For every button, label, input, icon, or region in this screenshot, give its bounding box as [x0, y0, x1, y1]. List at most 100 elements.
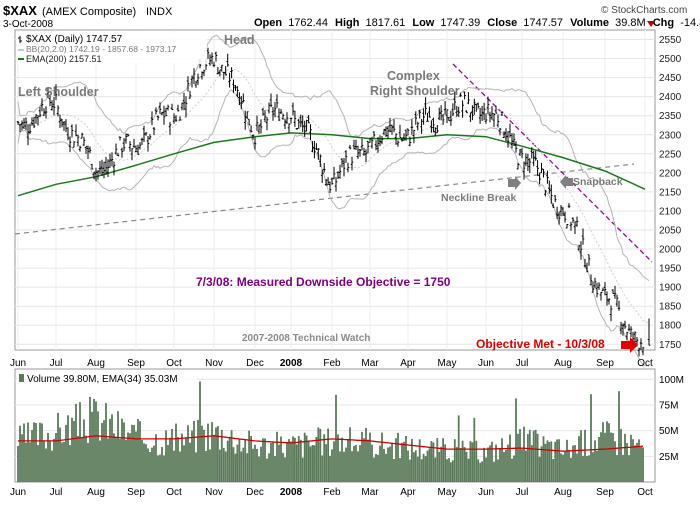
price-bar [128, 141, 132, 152]
volume-bar [183, 445, 185, 482]
volume-bar [576, 453, 578, 482]
price-bar [295, 128, 299, 130]
price-bar [526, 153, 530, 171]
volume-bar [165, 430, 167, 482]
price-bar [418, 109, 421, 119]
bollinger-middle-band [17, 67, 650, 324]
volume-bar [260, 446, 262, 482]
volume-bar [75, 403, 77, 482]
volume-bar [41, 423, 43, 482]
volume-bar [525, 450, 527, 482]
price-x-tick: Sep [127, 358, 145, 369]
downtrend-line [452, 63, 653, 263]
volume-bar [465, 451, 468, 482]
close-label: Close [487, 17, 517, 29]
volume-bar [91, 411, 93, 482]
volume-bar [179, 451, 181, 482]
volume-bar [65, 424, 67, 482]
price-bar [484, 113, 488, 124]
price-bar [196, 73, 200, 85]
volume-bar [185, 437, 187, 482]
price-bar [303, 120, 306, 137]
price-bar [152, 127, 156, 136]
price-bar [587, 254, 591, 266]
volume-bar [405, 436, 407, 482]
volume-bar [53, 438, 55, 482]
volume-bar [413, 452, 415, 482]
legend-ema: EMA(200) 2157.51 [26, 54, 102, 64]
price-bar [305, 119, 308, 132]
volume-bar [347, 439, 349, 482]
low-value: 1747.39 [440, 17, 480, 29]
volume-bar [157, 455, 159, 482]
price-bar [178, 116, 182, 121]
volume-bar [171, 429, 173, 482]
price-y-tick: 2400 [659, 92, 682, 103]
volume-bar [333, 441, 335, 482]
volume-bar [105, 403, 107, 482]
price-bar [265, 117, 269, 131]
price-bar [550, 184, 553, 204]
price-y-tick-labels: 1750 1800 1850 1900 1950 2000 2050 2100 2150 2200… [659, 35, 682, 351]
price-bar [518, 149, 522, 156]
volume-bar [420, 459, 423, 482]
price-bar [457, 106, 460, 117]
price-bar [542, 168, 545, 178]
price-y-tick: 1750 [659, 340, 682, 351]
price-bar [591, 281, 595, 293]
volume-bar [349, 427, 351, 482]
price-bar [212, 61, 216, 68]
price-bar [140, 137, 144, 145]
volume-bar [628, 455, 630, 482]
price-bar [641, 346, 645, 356]
price-bar [522, 161, 526, 180]
annotation-right-shoulder: Right Shoulder [370, 84, 460, 98]
price-legend: $XAX (Daily) 1747.57 BB(20,2.0) 1742.19 … [17, 32, 207, 64]
volume-bar [523, 426, 525, 482]
price-bar [615, 294, 619, 307]
volume-bar [244, 438, 247, 482]
volume-bar [113, 433, 115, 482]
neckline-break-arrow-icon [508, 176, 521, 190]
price-bar [146, 136, 150, 152]
volume-bar [272, 441, 274, 482]
price-bar [22, 118, 26, 129]
price-bar [534, 150, 537, 161]
volume-bar [483, 447, 485, 482]
volume-bar [588, 455, 590, 482]
volume-x-tick: May [438, 487, 457, 498]
price-bar [40, 98, 44, 112]
price-bar [422, 108, 425, 125]
volume-bar [397, 432, 399, 482]
volume-bar [355, 445, 357, 482]
volume-bar [276, 431, 278, 482]
price-bar [192, 68, 196, 84]
volume-bar [463, 447, 466, 482]
price-bar [263, 110, 267, 123]
snapback-arrow-icon [560, 175, 573, 189]
volume-bar [479, 462, 482, 482]
volume-bar [450, 462, 452, 482]
price-bar [66, 127, 70, 141]
price-bar [232, 79, 235, 93]
volume-bar [299, 439, 302, 482]
price-bar [388, 118, 392, 133]
volume-bar [238, 438, 241, 482]
price-bar [251, 134, 255, 140]
price-bar [595, 282, 599, 298]
volume-bar [177, 437, 179, 482]
price-bar [28, 123, 32, 135]
price-bar [553, 195, 557, 203]
price-bar [236, 86, 239, 98]
volume-bar [45, 448, 47, 482]
price-y-tick: 2150 [659, 187, 682, 198]
volume-bar [254, 444, 256, 482]
volume-bars [17, 381, 644, 482]
price-bar [571, 217, 575, 224]
volume-bar [426, 450, 429, 482]
volume-bar [409, 459, 411, 482]
price-bar [267, 102, 271, 114]
annotation-neckline-break: Neckline Break [441, 192, 516, 204]
annotation-objective-met: Objective Met - 10/3/08 [476, 337, 605, 351]
